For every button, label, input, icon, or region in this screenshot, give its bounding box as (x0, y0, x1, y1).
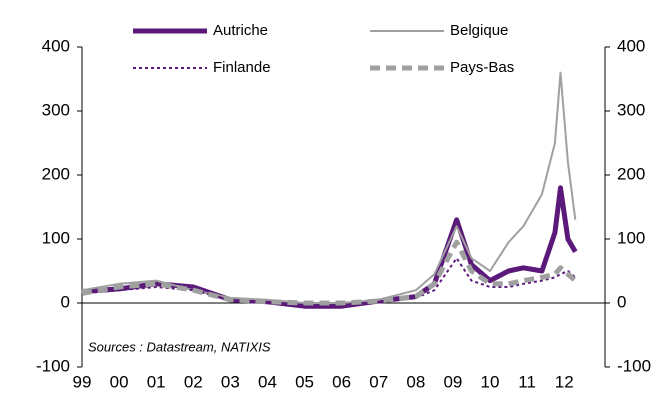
x-tick-label: 02 (184, 372, 203, 391)
y-tick-label: 200 (42, 164, 70, 183)
x-tick-label: 03 (221, 372, 240, 391)
series-line (81, 71, 577, 304)
x-tick-label: 11 (518, 372, 536, 391)
y-tick-label: 300 (42, 100, 70, 119)
legend-label: Autriche (213, 22, 268, 39)
legend-label: Belgique (450, 22, 508, 39)
annotation: Sources : Datastream, NATIXIS (88, 339, 271, 354)
series-line (81, 239, 577, 306)
x-tick-label: 08 (406, 372, 425, 391)
y2-tick-label: 400 (617, 36, 645, 55)
x-tick-label: 01 (147, 372, 166, 391)
x-tick-label: 00 (110, 372, 129, 391)
x-tick-label: 09 (443, 372, 462, 391)
x-tick-label: 99 (73, 372, 92, 391)
y2-tick-label: 100 (617, 228, 645, 247)
x-tick-label: 12 (555, 372, 574, 391)
x-tick-label: 06 (332, 372, 351, 391)
y2-tick-label: -100 (617, 356, 651, 375)
x-tick-label: 07 (369, 372, 388, 391)
series-line (81, 185, 578, 309)
y-tick-label: -100 (36, 356, 70, 375)
y-tick-label: 400 (42, 36, 70, 55)
y2-tick-label: 200 (617, 164, 645, 183)
legend-label: Finlande (213, 59, 271, 76)
series-line (81, 257, 576, 308)
legend-label: Pays-Bas (450, 59, 514, 76)
y-tick-label: 100 (42, 228, 70, 247)
y2-tick-label: 300 (617, 100, 645, 119)
y-tick-label: 0 (61, 292, 70, 311)
x-tick-label: 10 (481, 372, 500, 391)
x-tick-label: 04 (258, 372, 277, 391)
x-tick-label: 05 (295, 372, 314, 391)
y2-tick-label: 0 (617, 292, 626, 311)
